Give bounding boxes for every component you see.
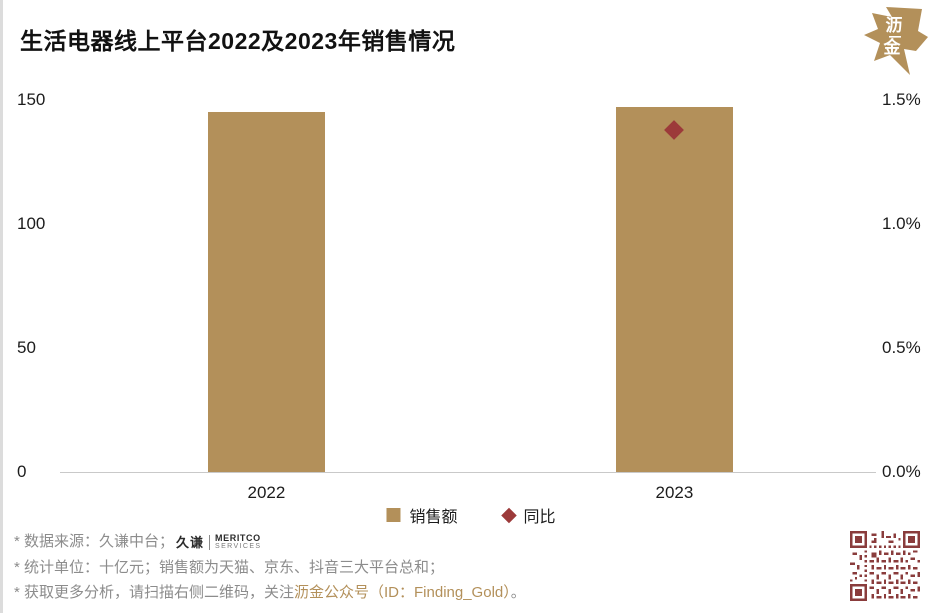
legend-yoy-marker — [501, 507, 517, 523]
legend-sales-label: 销售额 — [409, 509, 458, 526]
legend-sales-marker — [386, 508, 401, 522]
footnote-3-highlight: 沥金公众号（ID：Finding_Gold） — [294, 583, 511, 601]
chart-title: 生活电器线上平台2022及2023年销售情况 — [20, 28, 456, 54]
footnotes: * 数据来源：久谦中台； 久谦 MERITCO SERVICES * 统计单位：十亿元… — [14, 529, 526, 605]
x-axis-label-2022: 2022 — [247, 483, 286, 502]
footnote-3-suffix: 。 — [510, 583, 526, 601]
brand-logo-badge: 沥 金 — [856, 5, 932, 79]
left-axis-tick-100: 100 — [17, 214, 46, 233]
brand-logo-char-top: 沥 — [886, 16, 903, 35]
chart-legend: 销售额 同比 — [386, 503, 556, 527]
brand-logo-char-bottom: 金 — [883, 37, 902, 57]
legend-item-yoy: 同比 — [501, 503, 556, 527]
right-axis-tick-0-0: 0.0% — [882, 462, 921, 481]
legend-item-sales: 销售额 — [386, 503, 458, 527]
page-edge-line — [0, 0, 3, 613]
left-axis-tick-150: 150 — [17, 90, 46, 109]
x-axis-label-2023: 2023 — [655, 483, 694, 502]
left-axis-tick-50: 50 — [17, 338, 36, 357]
footnote-line-3: * 获取更多分析，请扫描右侧二维码，关注沥金公众号（ID：Finding_Gol… — [14, 580, 526, 605]
right-axis-tick-1-5: 1.5% — [882, 90, 921, 109]
footnote-line-1: * 数据来源：久谦中台； 久谦 MERITCO SERVICES — [14, 529, 526, 555]
meritco-logo-en2: SERVICES — [215, 543, 262, 551]
meritco-logo-cn: 久谦 — [176, 534, 205, 550]
footnote-line-2: * 统计单位：十亿元；销售额为天猫、京东、抖音三大平台总和； — [14, 555, 526, 580]
legend-yoy-label: 同比 — [523, 509, 556, 526]
right-axis-tick-0-5: 0.5% — [882, 338, 921, 357]
meritco-logo-divider — [209, 534, 211, 550]
qr-code — [850, 531, 920, 601]
meritco-logo-en1: MERITCO — [215, 532, 261, 543]
meritco-logo: 久谦 MERITCO SERVICES — [176, 530, 262, 555]
sales-bar-2023 — [615, 107, 734, 472]
brand-logo-shape: 沥 金 — [864, 7, 928, 75]
footnote-3-prefix: * 获取更多分析，请扫描右侧二维码，关注 — [14, 583, 295, 601]
footnote-2-text: * 统计单位：十亿元；销售额为天猫、京东、抖音三大平台总和； — [14, 558, 445, 576]
sales-bar-2022 — [207, 112, 326, 472]
left-axis-tick-0: 0 — [17, 462, 27, 481]
footnote-1-text: * 数据来源：久谦中台； — [14, 533, 175, 550]
plot-area: 2022 2023 — [60, 100, 876, 502]
right-axis-tick-1-0: 1.0% — [882, 214, 921, 233]
